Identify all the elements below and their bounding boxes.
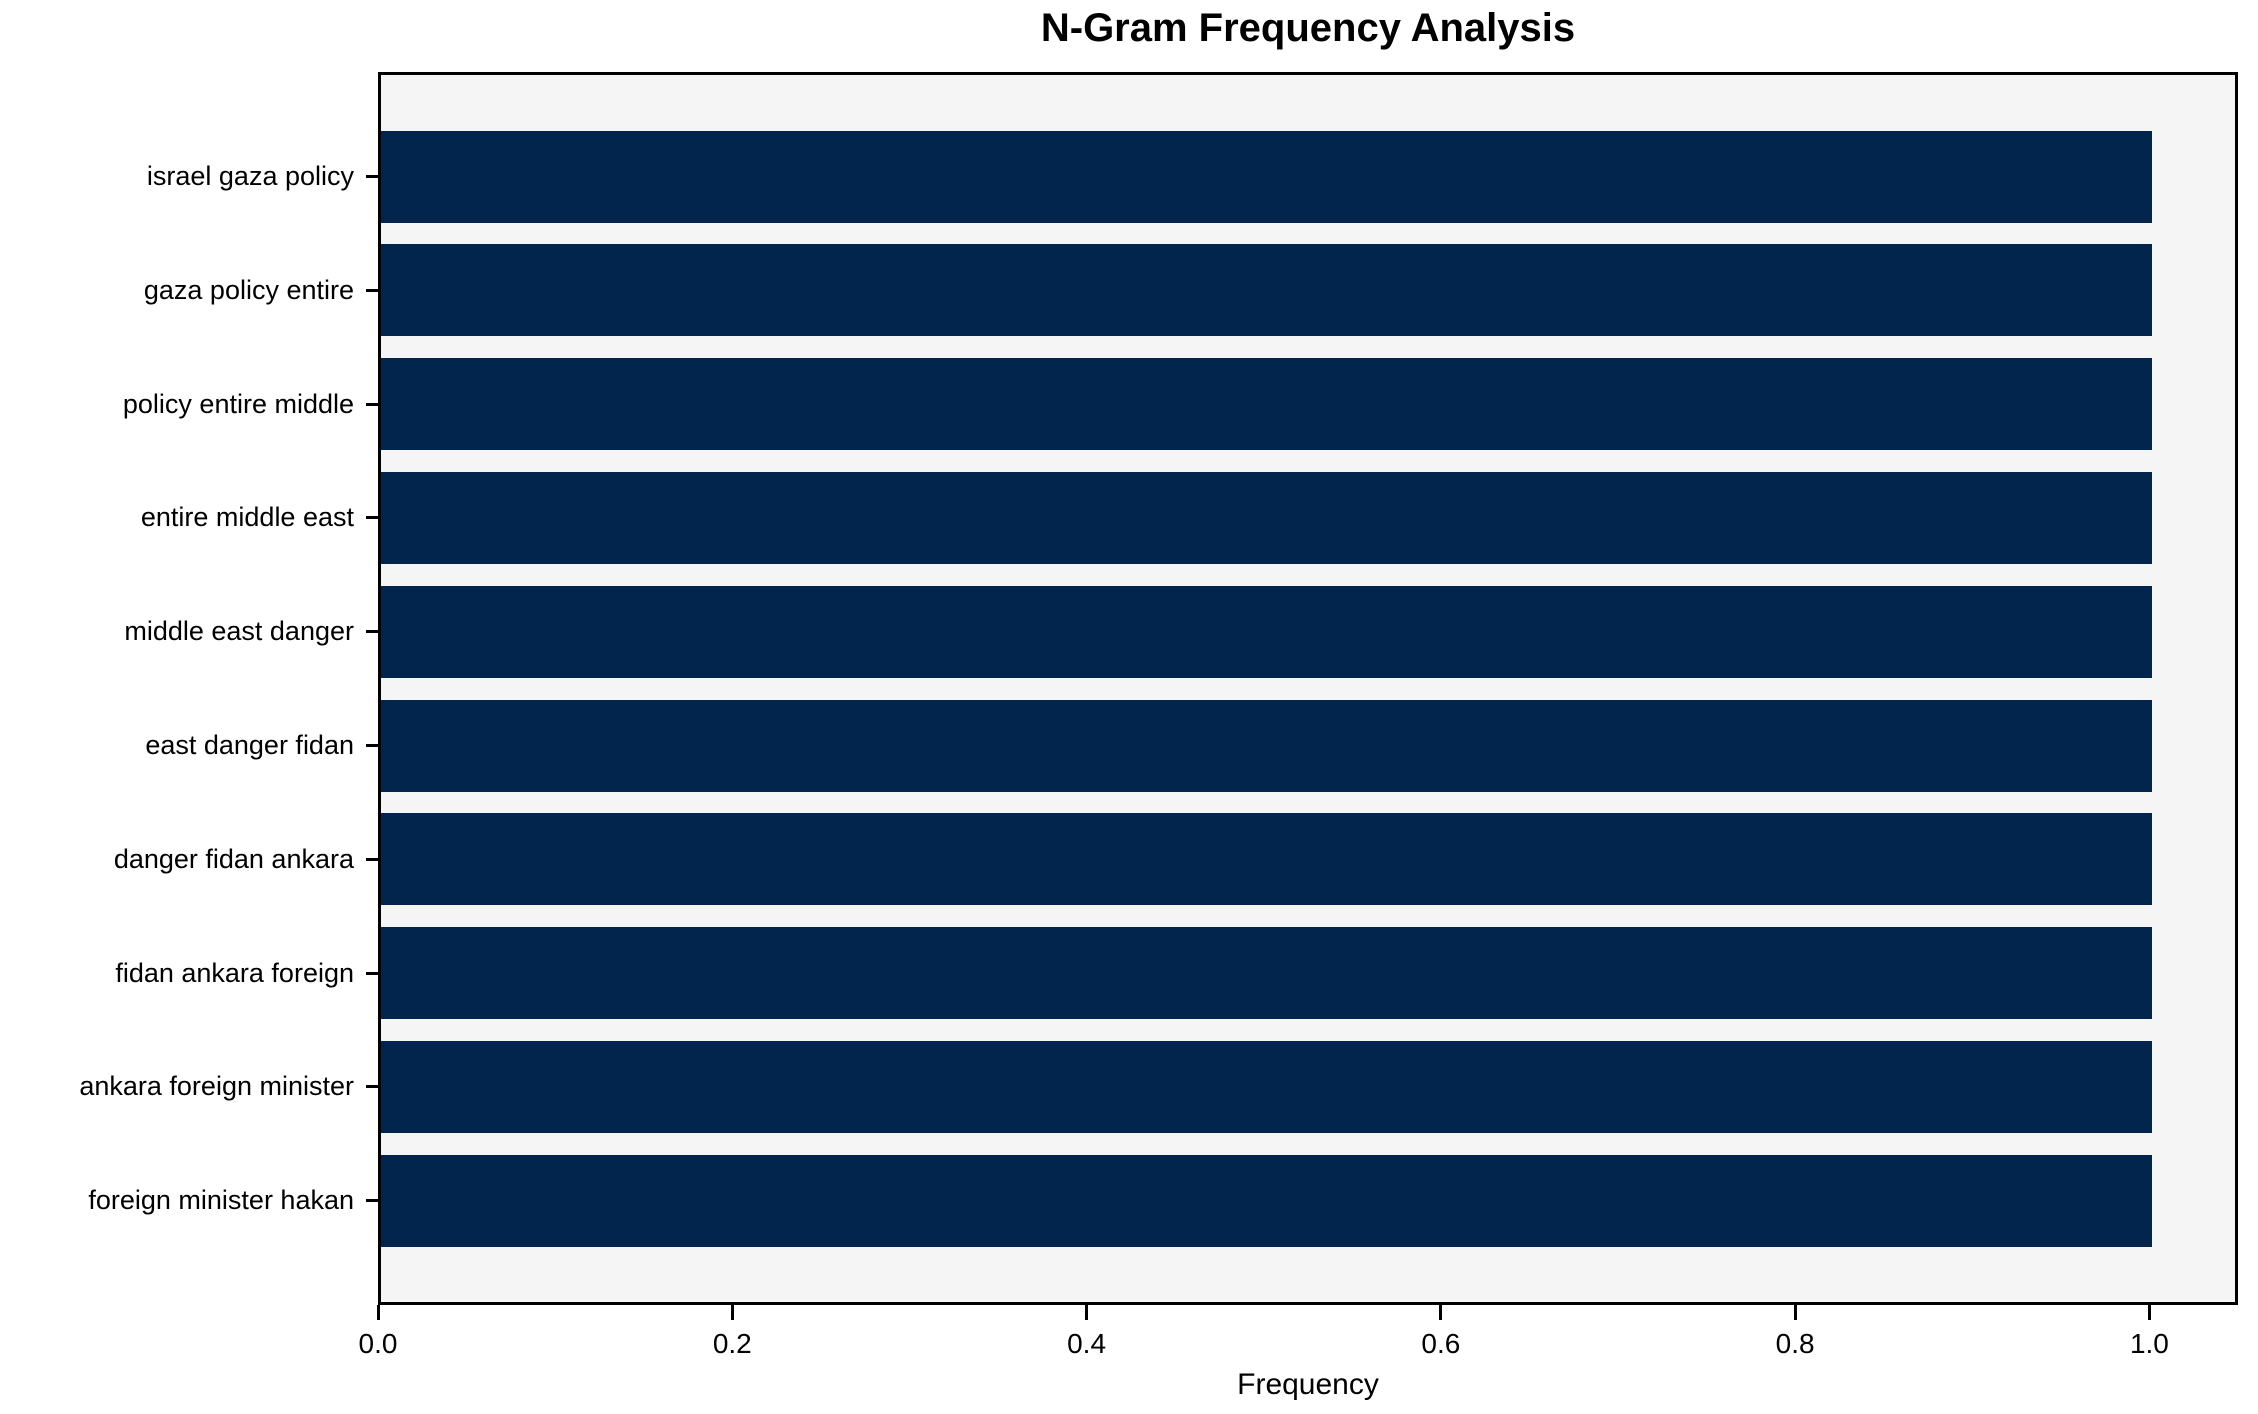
y-tick-label: ankara foreign minister — [79, 1071, 354, 1102]
bar — [381, 699, 2153, 792]
y-tick-label: foreign minister hakan — [88, 1185, 354, 1216]
y-tick-label: policy entire middle — [122, 388, 354, 419]
y-tick-label: fidan ankara foreign — [115, 957, 354, 988]
x-tick-label: 0.8 — [1775, 1328, 1815, 1359]
bar — [381, 927, 2153, 1020]
y-tick-label: danger fidan ankara — [113, 843, 354, 874]
y-tick-mark — [366, 402, 378, 406]
y-tick-mark — [366, 857, 378, 861]
x-tick-mark — [2147, 1305, 2151, 1320]
chart-title: N-Gram Frequency Analysis — [1040, 6, 1576, 50]
bar — [381, 471, 2153, 564]
bar — [381, 585, 2153, 678]
x-tick-label: 0.4 — [1067, 1328, 1107, 1359]
x-tick-mark — [376, 1305, 380, 1320]
x-tick-mark — [1439, 1305, 1443, 1320]
x-tick-mark — [1793, 1305, 1797, 1320]
y-tick-mark — [366, 630, 378, 634]
x-tick-label: 0.0 — [358, 1328, 398, 1359]
y-tick-mark — [366, 516, 378, 520]
bar — [381, 1040, 2153, 1133]
y-tick-mark — [366, 1199, 378, 1203]
y-tick-mark — [366, 744, 378, 747]
y-tick-mark — [366, 1085, 378, 1089]
bar — [381, 358, 2153, 451]
bar — [381, 244, 2153, 337]
y-tick-mark — [366, 971, 378, 975]
x-tick-label: 0.6 — [1421, 1328, 1461, 1359]
bar — [381, 813, 2153, 906]
x-tick-label: 1.0 — [2129, 1328, 2169, 1359]
x-tick-mark — [730, 1305, 734, 1320]
x-tick-mark — [1085, 1305, 1089, 1320]
y-tick-label: gaza policy entire — [143, 274, 354, 305]
y-tick-mark — [366, 175, 378, 178]
y-tick-label: israel gaza policy — [146, 161, 354, 191]
y-tick-mark — [366, 288, 378, 292]
x-axis-label: Frequency — [1237, 1368, 1379, 1401]
y-tick-label: entire middle east — [140, 502, 354, 533]
x-tick-label: 0.2 — [712, 1328, 752, 1359]
y-tick-label: middle east danger — [124, 616, 354, 647]
bar — [381, 130, 2153, 223]
bar — [381, 1154, 2153, 1247]
y-tick-label: east danger fidan — [145, 730, 354, 760]
